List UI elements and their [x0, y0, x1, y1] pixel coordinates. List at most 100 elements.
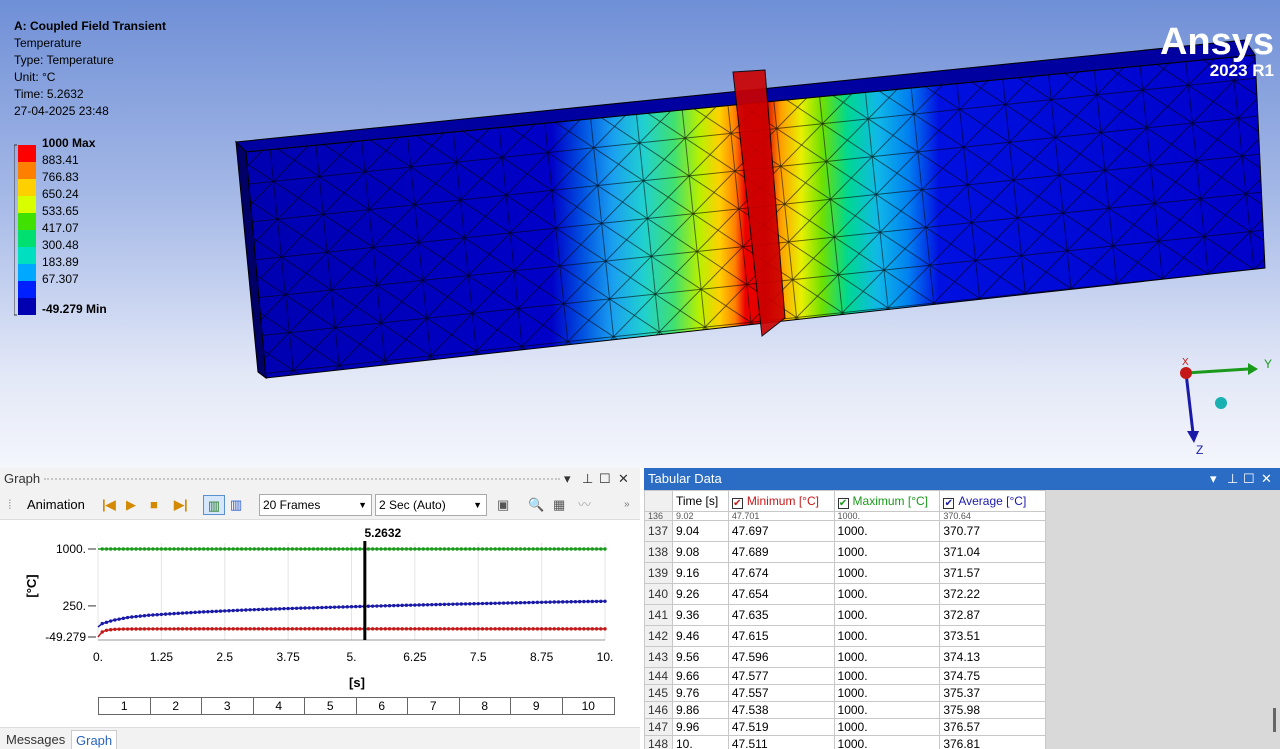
pin-icon[interactable]: ⊥ [582, 471, 594, 486]
close-icon[interactable]: ✕ [1261, 471, 1272, 486]
frames-dropdown[interactable]: 20 Frames ▼ [259, 494, 372, 516]
series-point [531, 627, 535, 631]
series-point [463, 602, 468, 606]
checkbox-icon[interactable]: ✔ [943, 497, 955, 509]
table-cell: 47.557 [727, 684, 835, 702]
duration-dropdown[interactable]: 2 Sec (Auto) ▼ [375, 494, 487, 516]
series-point [408, 547, 413, 551]
scrollbar-thumb[interactable] [1273, 708, 1276, 732]
frame-cell[interactable]: 6 [357, 698, 408, 714]
series-point [113, 618, 117, 622]
overflow-chevron-icon[interactable]: » [624, 499, 630, 510]
frame-cell[interactable]: 3 [202, 698, 254, 714]
series-point [501, 627, 506, 631]
pin-icon[interactable]: ⊥ [1227, 471, 1239, 486]
grid-icon[interactable]: ▦ [553, 497, 566, 512]
series-point [223, 547, 227, 551]
series-point [201, 547, 206, 551]
export-video-icon[interactable]: ▣ [497, 497, 510, 512]
frame-cell[interactable]: 1 [99, 698, 151, 714]
result-name: Temperature [14, 36, 82, 50]
table-row[interactable]: 137 9.04 47.697 1000. 370.77 [644, 520, 1046, 542]
series-point [113, 627, 117, 631]
series-point [561, 547, 565, 551]
table-row[interactable]: 146 9.86 47.538 1000. 375.98 [644, 701, 1046, 719]
table-row[interactable]: 139 9.16 47.674 1000. 371.57 [644, 562, 1046, 584]
series-point [290, 627, 295, 631]
tab-graph[interactable]: Graph [71, 730, 118, 749]
next-frame-icon[interactable]: ▶| [174, 497, 188, 512]
table-row[interactable]: 145 9.76 47.557 1000. 375.37 [644, 684, 1046, 702]
checkbox-icon[interactable]: ✔ [731, 497, 743, 509]
series-point [413, 603, 417, 607]
tabular-table-container[interactable]: Time [s] ✔ Minimum [°C] ✔ Maximum [°C] ✔ Av… [644, 490, 1046, 749]
tab-messages[interactable]: Messages [6, 732, 66, 747]
panel-menu-icon[interactable]: ▾ [564, 471, 571, 486]
frames-bar[interactable]: 1 2 3 4 5 6 7 8 9 10 [98, 697, 615, 715]
series-point [201, 627, 206, 631]
series-point [193, 610, 197, 615]
table-row[interactable]: 144 9.66 47.577 1000. 374.75 [644, 667, 1046, 685]
temperature-chart[interactable]: 5.2632 0. 1.25 2.5 3.75 5. 6.25 7.5 8.75 10. 1000… [0, 520, 640, 696]
previous-frame-icon[interactable]: |◀ [102, 497, 116, 512]
fea-model[interactable] [0, 0, 1280, 468]
legend-swatch [18, 230, 36, 247]
series-point [294, 606, 299, 610]
maximize-icon[interactable]: ☐ [1243, 471, 1255, 486]
frame-cell[interactable]: 4 [254, 698, 305, 714]
frame-cell[interactable]: 2 [151, 698, 202, 714]
frame-cell[interactable]: 8 [460, 698, 511, 714]
series-point [147, 613, 151, 617]
table-row[interactable]: 147 9.96 47.519 1000. 376.57 [644, 718, 1046, 736]
series-point [299, 627, 303, 631]
table-row[interactable]: 141 9.36 47.635 1000. 372.87 [644, 604, 1046, 626]
table-row[interactable]: 148 10. 47.511 1000. 376.81 [644, 735, 1046, 749]
frame-cell[interactable]: 10 [581, 699, 595, 713]
panel-menu-icon[interactable]: ▾ [1210, 471, 1217, 486]
frame-cell[interactable]: 9 [511, 698, 563, 714]
series-point [121, 616, 126, 621]
series-point [256, 607, 261, 612]
maximize-icon[interactable]: ☐ [599, 471, 611, 486]
table-cell: 1000. [833, 520, 941, 542]
play-icon[interactable]: ▶ [126, 497, 136, 512]
series-point [370, 627, 375, 631]
legend-label: 766.83 [42, 170, 79, 184]
frame-cell[interactable]: 7 [408, 698, 460, 714]
distributed-frames-icon[interactable]: ▥ [203, 495, 225, 515]
series-point [408, 603, 413, 607]
frame-cell[interactable]: 5 [305, 698, 357, 714]
series-point [573, 627, 578, 631]
result-sets-icon[interactable]: ▥ [230, 497, 243, 512]
series-point [299, 606, 303, 610]
table-cell: 374.13 [939, 646, 1046, 668]
series-point [172, 611, 176, 616]
stop-icon[interactable]: ■ [150, 497, 158, 512]
series-point [556, 600, 561, 604]
series-point [193, 547, 197, 551]
table-row[interactable]: 142 9.46 47.615 1000. 373.51 [644, 625, 1046, 647]
header-average[interactable]: ✔ Average [°C] [939, 490, 1046, 512]
zoom-icon[interactable]: 🔍 [528, 497, 545, 512]
curve-icon[interactable]: 〰 [578, 497, 592, 512]
checkbox-icon[interactable]: ✔ [837, 497, 849, 509]
close-icon[interactable]: ✕ [618, 471, 629, 486]
series-point [485, 601, 489, 606]
table-row[interactable]: 138 9.08 47.689 1000. 371.04 [644, 541, 1046, 563]
table-row[interactable]: 136 9.02 47.701 1000. 370.64 [644, 511, 1046, 521]
series-point [159, 547, 164, 551]
table-row[interactable]: 143 9.56 47.596 1000. 374.13 [644, 646, 1046, 668]
series-point [485, 547, 489, 551]
series-point [337, 605, 341, 609]
series-point [227, 627, 231, 631]
series-point [273, 607, 278, 611]
header-maximum[interactable]: ✔ Maximum [°C] [833, 490, 941, 512]
axis-triad[interactable]: Y X Z [1170, 355, 1272, 463]
table-row[interactable]: 140 9.26 47.654 1000. 372.22 [644, 583, 1046, 605]
series-point [590, 599, 595, 604]
row-number-header [644, 490, 673, 512]
header-minimum[interactable]: ✔ Minimum [°C] [727, 490, 835, 512]
series-point [527, 600, 531, 605]
series-point [210, 547, 214, 551]
viewport-3d[interactable]: A: Coupled Field Transient Temperature T… [0, 0, 1280, 468]
